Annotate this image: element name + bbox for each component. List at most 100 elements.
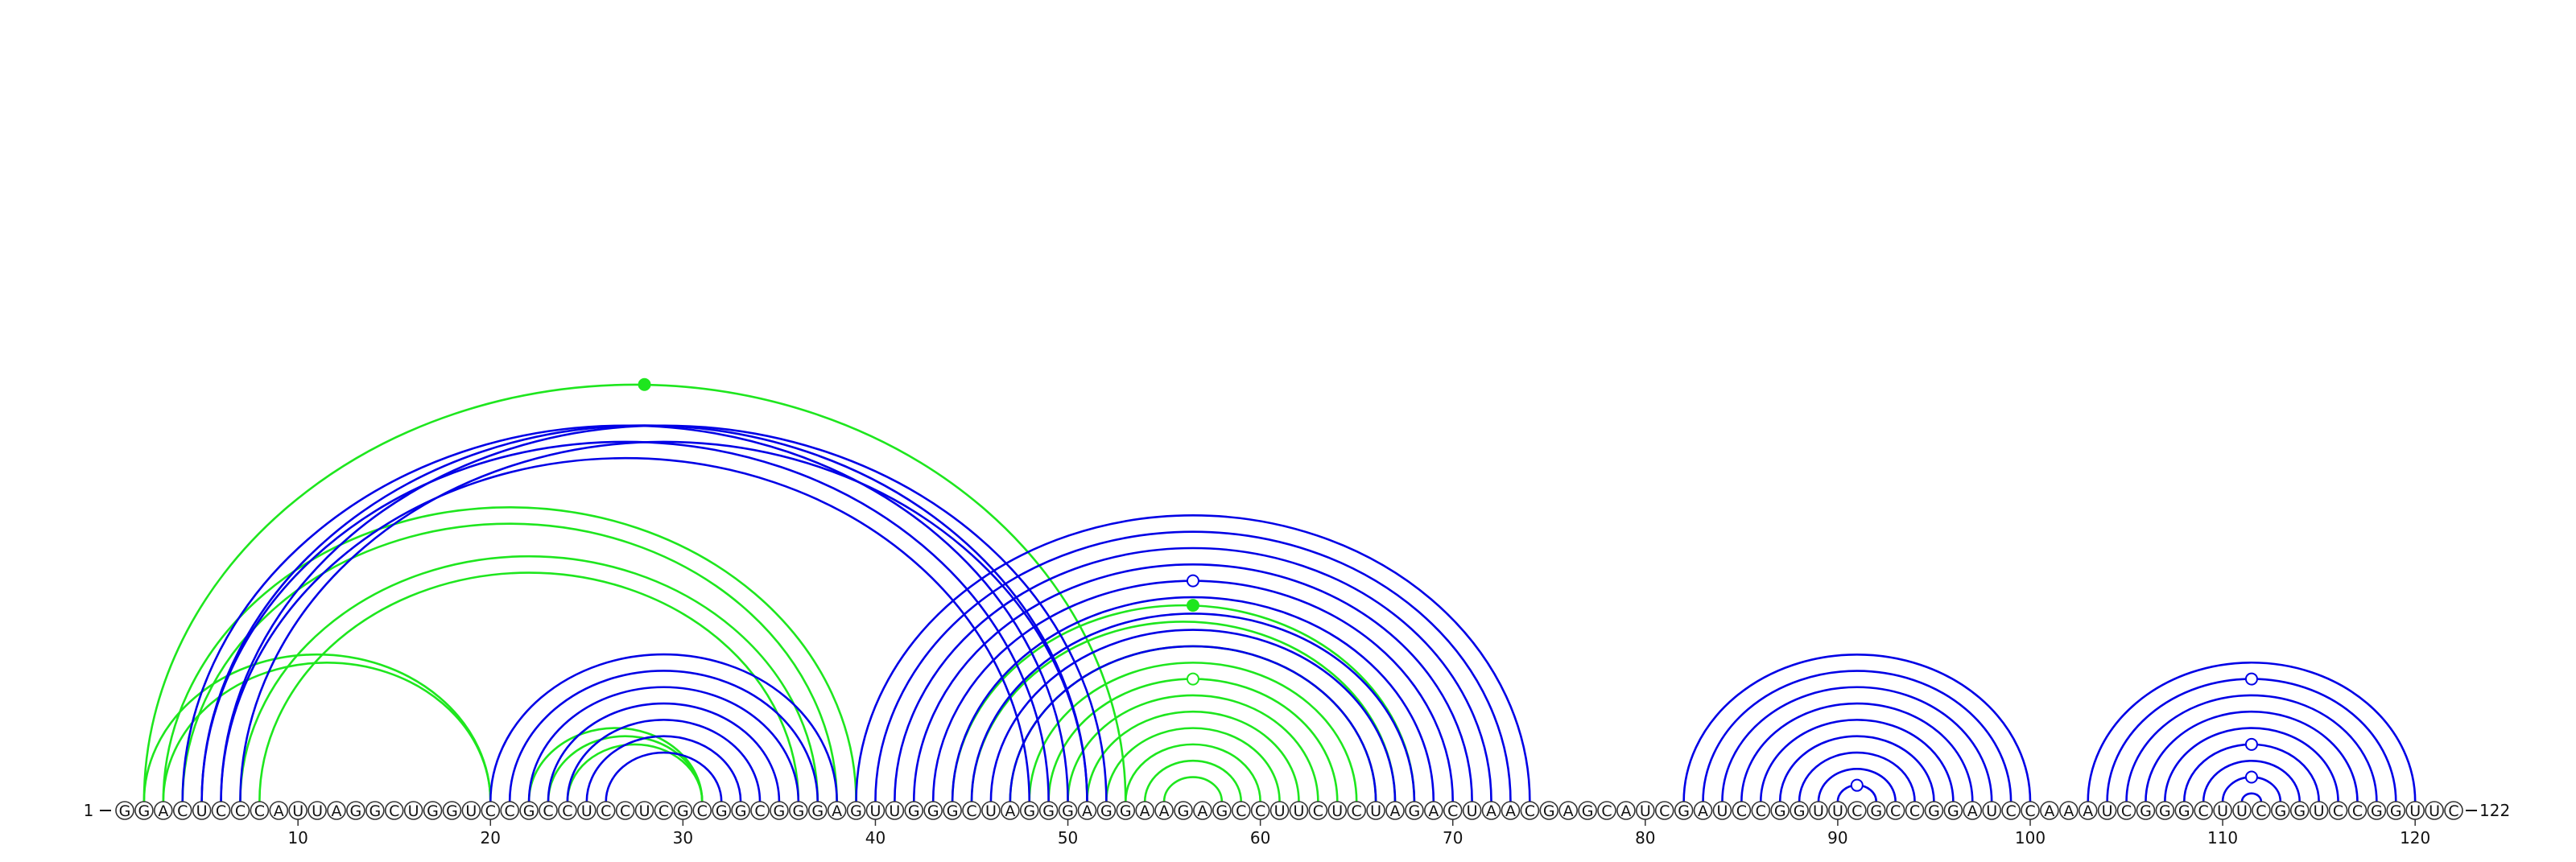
nucleotide-circle [712,801,731,820]
green-arc [1086,710,1300,802]
nucleotide-letter: C [966,802,976,820]
nucleotide-circle [2001,801,2021,820]
nucleotide-letter: G [1062,802,1074,820]
nucleotide-circle [269,801,289,820]
blue-arc [1702,670,2013,802]
nucleotide-letter: G [947,802,959,820]
nucleotide-circle [1212,801,1232,820]
blue-arc [912,563,1473,802]
nucleotide-circle [904,801,924,820]
nucleotide-letter: U [2236,802,2248,820]
blue-arc [181,424,1069,802]
nucleotide-circle [2347,801,2368,820]
nucleotide-letter: G [1216,802,1228,820]
nucleotide-circle [1385,801,1405,820]
nucleotide-letter: U [465,802,477,820]
nucleotide-circle [827,801,847,820]
nucleotide-letter: A [832,802,842,820]
position-axis: 10 20 30 40 50 60 70 80 90 100 110 120 [287,819,2430,848]
nucleotide-circle [1866,801,1886,820]
blue-arc [605,751,723,802]
nucleotide-circle [2040,801,2059,820]
nucleotide-letter: C [2352,802,2363,820]
nucleotide-circle [2271,801,2290,820]
nucleotide-circle [1405,801,1424,820]
nucleotide-letter: C [1756,802,1766,820]
nucleotide-letter: G [1794,802,1806,820]
nucleotide-circle [2174,801,2194,820]
nucleotide-letter: C [658,802,669,820]
nucleotide-circle [230,801,250,820]
nucleotide-letter: U [2102,802,2113,820]
nucleotide-circle [1308,801,1328,820]
nucleotide-circle [1462,801,1482,820]
nucleotide-letter: C [1313,802,1323,820]
nucleotide-circle [634,801,654,820]
nucleotide-circle [1885,801,1905,820]
nucleotide-circle [2425,801,2444,820]
nucleotide-circle [423,801,443,820]
nucleotide-circle [1193,801,1212,820]
nucleotide-circle [1712,801,1732,820]
nucleotide-circle [1790,801,1809,820]
nucleotide-letter: U [639,802,650,820]
nucleotide-letter: G [2178,802,2190,820]
nucleotide-letter: G [2159,802,2171,820]
green-arc [527,727,704,802]
nucleotide-letter: C [2256,802,2266,820]
nucleotide-letter: G [811,802,824,820]
tick-label: 120 [2400,828,2430,848]
nucleotide-letter: G [1120,802,1132,820]
nucleotide-letter: G [119,802,131,820]
nucleotide-letter: G [1928,802,1940,820]
nucleotide-letter: G [850,802,862,820]
blue-arc [1778,735,1935,802]
nucleotide-letter: C [2121,802,2132,820]
nucleotide-circle [1135,801,1154,820]
tick-label: 20 [481,828,501,848]
nucleotide-letter: U [1716,802,1728,820]
blue-arc [1740,702,1974,802]
nucleotide-letter: G [446,802,458,820]
blue-arc [508,670,819,802]
nucleotide-circle [1154,801,1174,820]
nucleotide-letter: A [2083,802,2093,820]
nucleotide-circle [1982,801,2001,820]
tick-label: 80 [1635,828,1655,848]
nucleotide-letter: A [1390,802,1401,820]
nucleotide-circle [1366,801,1385,820]
nucleotide-letter: A [2063,802,2074,820]
nucleotide-letter: C [2025,802,2035,820]
nucleotide-circle [1597,801,1616,820]
nucleotide-circle [442,801,462,820]
nucleotide-letter: A [1005,802,1015,820]
nucleotide-circle [2059,801,2079,820]
nucleotide-letter: G [735,802,747,820]
blue-arc [489,653,838,802]
nucleotide-circle [1077,801,1097,820]
blue-arc [989,629,1397,802]
nucleotide-circle [807,801,828,820]
green-arc [258,571,800,802]
nucleotide-circle [1654,801,1674,820]
nucleotide-circle [539,801,558,820]
nucleotide-letter: C [562,802,572,820]
green-arc [1162,776,1224,802]
nucleotide-circle [615,801,635,820]
nucleotide-circle [403,801,423,820]
nucleotide-circle [115,801,134,820]
nucleotide-circle [154,801,173,820]
nucleotide-circle [2194,801,2213,820]
tick-label: 10 [287,828,308,848]
nucleotide-letter: U [312,802,323,820]
nucleotide-circle [250,801,270,820]
tick-label: 110 [2207,828,2238,848]
blue-arc [970,612,1416,802]
nucleotide-letter: U [1986,802,1997,820]
blue-arc [1682,654,2032,802]
blue-arc [894,546,1492,802]
blue-arc [951,596,1435,802]
blue-arc [1721,686,1993,802]
nucleotide-circle [1019,801,1039,820]
nucleotide-circle [1424,801,1443,820]
